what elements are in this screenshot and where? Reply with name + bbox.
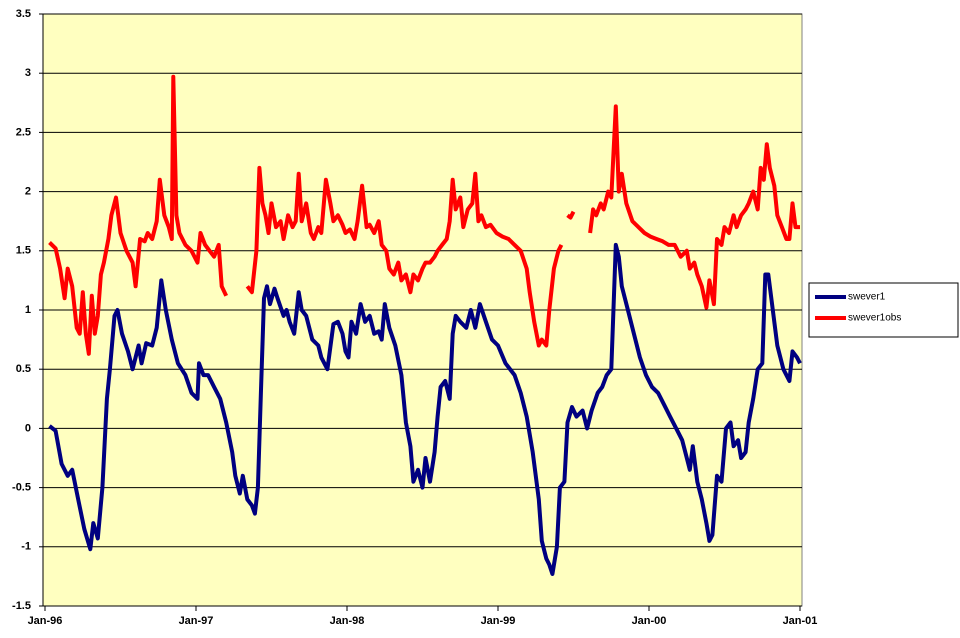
y-tick-label: 0 (25, 422, 31, 434)
x-tick-label: Jan-98 (330, 615, 365, 627)
x-tick-label: Jan-96 (28, 615, 63, 627)
y-tick-label: 3 (25, 67, 31, 79)
legend-label: swever1 (848, 292, 886, 303)
y-tick-label: 2 (25, 186, 31, 198)
x-tick-label: Jan-97 (179, 615, 214, 627)
y-tick-label: -1 (21, 541, 31, 553)
legend-box (808, 282, 959, 338)
x-tick-label: Jan-99 (481, 615, 516, 627)
x-tick-label: Jan-01 (783, 615, 818, 627)
legend-label: swever1obs (848, 313, 901, 324)
y-tick-label: 1.5 (16, 245, 31, 257)
y-tick-label: -0.5 (12, 482, 31, 494)
legend: swever1 swever1obs (808, 282, 959, 338)
x-tick-label: Jan-00 (632, 615, 667, 627)
y-tick-label: -1.5 (12, 600, 31, 612)
y-tick-label: 0.5 (16, 363, 31, 375)
axes: -1.5 -1 -0.5 0 0.5 1 1.5 2 2.5 3 3.5 Jan-96 Jan-97 Ja… (12, 8, 817, 627)
series-line (48, 242, 802, 576)
y-tick-label: 3.5 (16, 8, 31, 20)
y-tick-label: 2.5 (16, 126, 31, 138)
lines (48, 74, 802, 576)
y-tick-label: 1 (25, 304, 31, 316)
series-line (48, 74, 800, 356)
